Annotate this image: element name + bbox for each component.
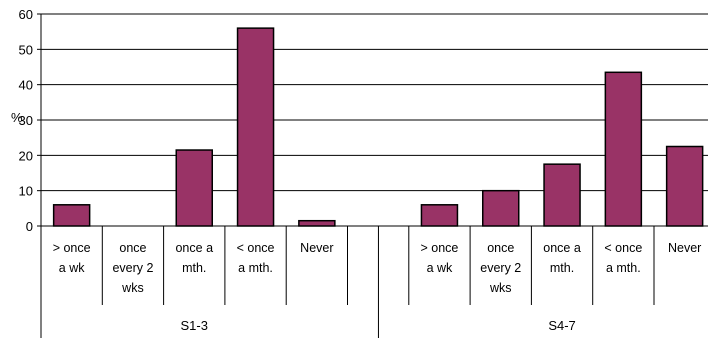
category-label: a wk [427, 261, 453, 275]
category-label: > once [53, 241, 91, 255]
y-tick-label: 30 [19, 113, 33, 128]
category-label: once [119, 241, 146, 255]
category-label: once a [543, 241, 581, 255]
y-tick-label: 60 [19, 7, 33, 22]
bar-S4-7-4 [665, 145, 704, 227]
category-label: < once [604, 241, 642, 255]
bar-S4-7-0 [420, 204, 459, 227]
category-label: a mth. [606, 261, 641, 275]
category-label: every 2 [480, 261, 521, 275]
category-label: once [487, 241, 514, 255]
category-label: wks [121, 281, 144, 295]
bar-S1-3-2 [175, 149, 213, 227]
category-label: > once [421, 241, 459, 255]
category-label: Never [300, 241, 333, 255]
axes [37, 13, 708, 338]
bar-S1-3-3 [236, 27, 275, 227]
category-label: < once [237, 241, 275, 255]
bar-S1-3-0 [52, 204, 91, 227]
category-label: Never [668, 241, 701, 255]
bar-S4-7-1 [482, 189, 520, 227]
bar-S4-7-2 [543, 163, 581, 227]
category-label: a mth. [238, 261, 273, 275]
labels: 0 10 20 30 40 50 60 > once a wk once every 2 wks onc… [19, 7, 702, 333]
category-label: mth. [550, 261, 574, 275]
category-label: a wk [59, 261, 85, 275]
bar-S1-3-4 [298, 219, 336, 227]
bar-S4-7-3 [604, 71, 643, 227]
y-tick-label: 40 [19, 78, 33, 93]
category-label: mth. [182, 261, 206, 275]
y-tick-label: 20 [19, 148, 33, 163]
category-label: once a [175, 241, 213, 255]
category-label: every 2 [112, 261, 153, 275]
y-tick-label: 10 [19, 184, 33, 199]
y-tick-label: 0 [26, 219, 33, 234]
group-label: S1-3 [181, 318, 208, 333]
y-axis-title: % [11, 110, 23, 125]
category-label: wks [489, 281, 512, 295]
y-tick-label: 50 [19, 42, 33, 57]
group-label: S4-7 [548, 318, 575, 333]
bars [52, 27, 704, 227]
